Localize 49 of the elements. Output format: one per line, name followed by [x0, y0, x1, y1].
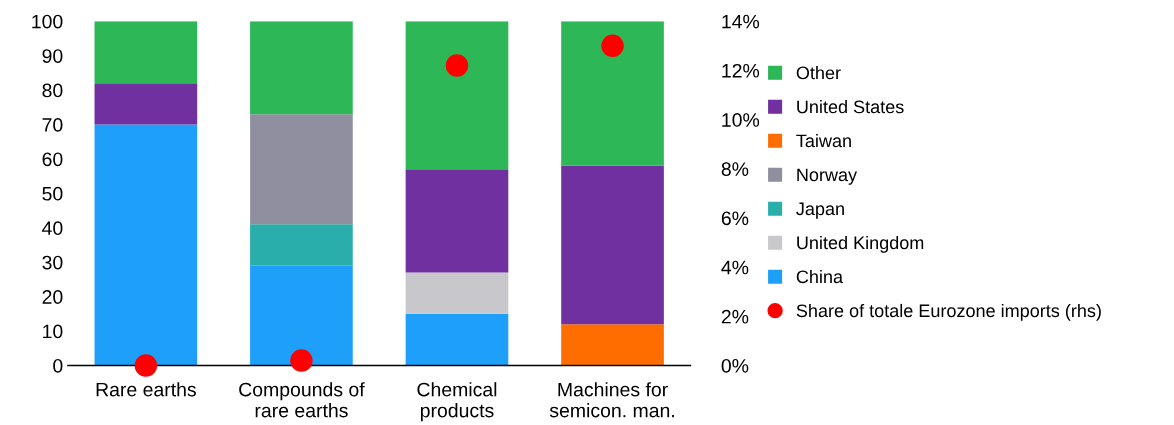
legend-label: Japan — [796, 202, 844, 219]
bar — [94, 124, 198, 366]
legend-label: Taiwan — [796, 133, 851, 148]
bar — [561, 21, 664, 166]
y-tick-label: 50 — [42, 186, 63, 201]
y-tick-label: 20 — [42, 290, 63, 304]
legend-label: China — [796, 269, 844, 284]
y-tick-label: 100 — [32, 14, 63, 29]
x-tick-label: Rare earths — [96, 382, 196, 397]
y2-tick-label: 0% — [721, 358, 749, 373]
y-tick-label: 0 — [53, 358, 63, 373]
legend-label: United States — [797, 100, 904, 114]
y2-tick-label: 14% — [722, 14, 760, 29]
x-tick-label: Compounds of rare earths — [239, 382, 365, 418]
bar — [250, 224, 353, 266]
legend-label: Norway — [797, 168, 858, 185]
bar — [561, 324, 664, 366]
bar — [561, 165, 664, 325]
point — [134, 354, 158, 377]
point — [445, 54, 469, 77]
bar — [405, 272, 509, 314]
bar — [94, 21, 198, 84]
y2-tick-label: 8% — [721, 162, 749, 177]
x-tick-label: Machines for semicon. man. — [549, 382, 674, 418]
legend-label: United Kingdom — [797, 235, 924, 253]
y2-tick-label: 2% — [721, 309, 749, 324]
y-tick-label: 40 — [42, 221, 63, 236]
y2-tick-label: 4% — [721, 260, 749, 275]
point — [601, 34, 624, 58]
bar — [405, 313, 509, 366]
y-tick-label: 10 — [43, 324, 63, 339]
bar — [405, 21, 509, 170]
y-tick-label: 90 — [42, 49, 63, 63]
y-tick-label: 70 — [42, 117, 63, 132]
y2-tick-label: 12% — [722, 63, 760, 78]
bar — [94, 83, 198, 125]
x-tick-label: Chemical products — [417, 382, 497, 422]
y-tick-label: 30 — [42, 255, 63, 270]
y-tick-label: 60 — [42, 152, 63, 167]
y-tick-label: 80 — [42, 83, 63, 98]
legend-label: Other — [796, 66, 841, 80]
y2-tick-label: 6% — [721, 211, 749, 226]
bar — [250, 265, 353, 366]
y2-tick-label: 10% — [722, 113, 760, 127]
bar — [405, 169, 509, 273]
legend-label: Share of totale Eurozone imports (rhs) — [796, 303, 1101, 321]
bar — [250, 114, 353, 225]
point — [290, 349, 313, 372]
bar — [250, 21, 353, 115]
